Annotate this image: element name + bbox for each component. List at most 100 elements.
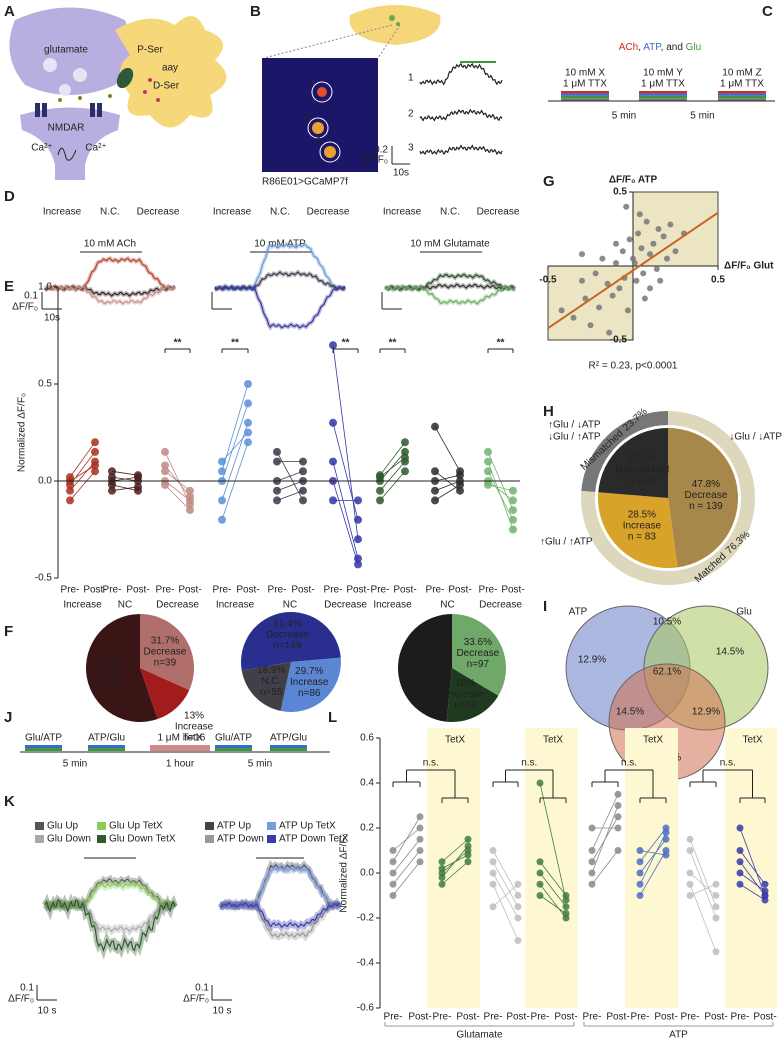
point [631, 260, 638, 267]
dot [588, 880, 596, 888]
text-label: Post- [704, 1012, 727, 1023]
dot [509, 515, 517, 524]
dot [464, 858, 472, 866]
dot [686, 880, 694, 888]
text-label: 0.4 [360, 778, 374, 789]
trace [214, 285, 346, 329]
pair-line [639, 850, 667, 856]
text-label: Decrease [137, 207, 180, 218]
dot [736, 858, 744, 866]
dot [588, 824, 596, 832]
text-label: n.s. [621, 758, 637, 769]
dot [218, 467, 226, 476]
text-label: ΔF/F₀ [183, 994, 209, 1005]
dot [562, 903, 570, 911]
text-label: Increase [213, 207, 252, 218]
point [582, 295, 589, 302]
dot [431, 422, 439, 431]
text-label: ** [174, 338, 182, 349]
text-label: NC [283, 600, 297, 611]
dot [636, 847, 644, 854]
text-label: 33.6% [464, 637, 492, 648]
text-label: 23.7% [628, 454, 656, 465]
stim-stripe [270, 745, 307, 748]
dot [273, 447, 281, 456]
text-label: Post- [456, 1012, 479, 1023]
point [587, 322, 594, 329]
text-label: Pre- [213, 585, 232, 596]
dot [354, 554, 362, 563]
dot [108, 480, 116, 489]
text-label: Increase [373, 600, 412, 611]
text-label: Decrease [477, 207, 520, 218]
pair-line [111, 484, 139, 492]
text-label: Post- [506, 1012, 529, 1023]
text-label: 31.7% [151, 635, 179, 646]
dot [536, 779, 544, 787]
dot [354, 560, 362, 569]
dot [354, 535, 362, 544]
text-label: n=86 [298, 688, 321, 699]
dot [389, 892, 397, 899]
pair-line [739, 850, 766, 885]
text-label: E [4, 278, 14, 295]
text-label: Glu Up TetX [109, 821, 163, 832]
dot [329, 341, 337, 350]
text-label: Pre- [384, 1012, 403, 1023]
dot [588, 869, 596, 877]
dot [91, 467, 99, 476]
pair-line [689, 839, 717, 907]
text-label: P-Ser [137, 45, 163, 56]
pair-line [332, 345, 359, 540]
pair-line [164, 484, 191, 511]
dot [401, 438, 409, 447]
trace [419, 62, 503, 86]
dot [389, 880, 397, 888]
text-label: n.s. [720, 758, 736, 769]
text-label: ATP Up [217, 821, 252, 832]
pair-line [221, 383, 249, 472]
pair-line [164, 451, 191, 505]
text-label: A [4, 3, 15, 20]
text-label: I [543, 598, 547, 615]
text-label: R86E01>GCaMP7f [262, 177, 348, 188]
text-label: 28.5% [628, 509, 656, 520]
text-label: Post- [753, 1012, 776, 1023]
point [641, 295, 648, 302]
stim-stripe [561, 91, 609, 94]
text-label: 1 [308, 77, 314, 88]
trace [44, 882, 176, 909]
dot [636, 869, 644, 877]
trace [44, 898, 176, 953]
text-label: aay [162, 63, 178, 74]
dot [134, 471, 142, 480]
text-label: 10 s [38, 1006, 57, 1017]
dot [536, 869, 544, 877]
pair-line [276, 490, 304, 501]
dot [161, 467, 169, 476]
pair-line [379, 457, 406, 478]
dot [161, 461, 169, 470]
dot [509, 525, 517, 534]
text-label: Increase [290, 677, 329, 688]
point [579, 277, 585, 284]
pair-line [492, 850, 519, 896]
pie-slice [280, 657, 341, 712]
tetx-band [625, 728, 678, 1008]
stim-stripe [25, 748, 62, 751]
dot [299, 457, 307, 466]
trace [44, 285, 176, 305]
dot [438, 858, 446, 866]
stim-stripe [718, 95, 766, 99]
text-label: 0.5 [711, 275, 725, 286]
dot [562, 910, 570, 917]
point [596, 304, 602, 311]
pair-line [639, 827, 667, 862]
trace-band [419, 63, 503, 85]
dot [514, 914, 522, 922]
text-label: 10 mM X [565, 68, 605, 79]
dot [329, 457, 337, 466]
dot [484, 467, 492, 476]
text-label: Pre- [681, 1012, 700, 1023]
